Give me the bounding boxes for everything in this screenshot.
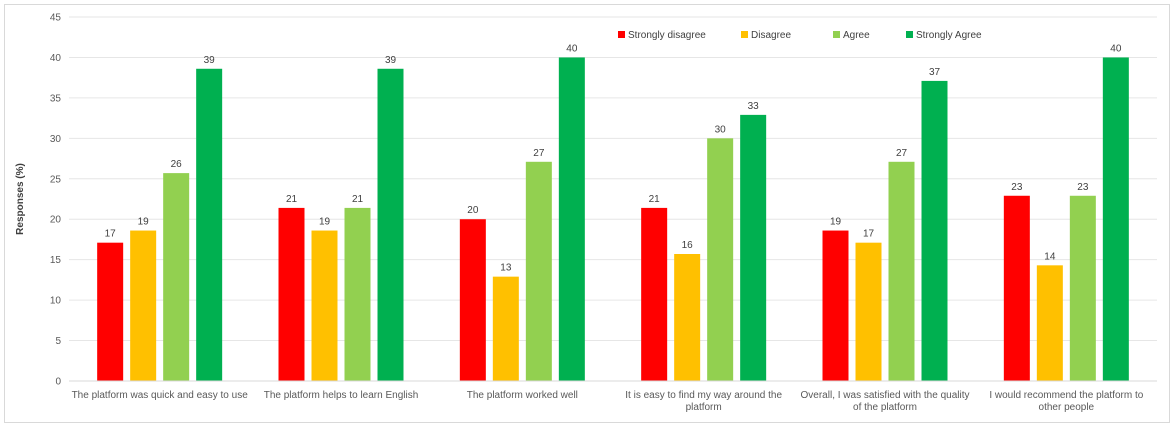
- data-label: 39: [204, 55, 216, 66]
- bar-strongly-disagree: [641, 207, 668, 381]
- data-label: 26: [171, 159, 183, 170]
- x-category-label: Overall, I was satisfied with the qualit…: [801, 390, 970, 401]
- y-tick-label: 20: [50, 215, 62, 226]
- bar-strongly-disagree: [278, 207, 305, 381]
- legend-swatch: [906, 31, 913, 38]
- data-label: 19: [138, 217, 150, 228]
- legend-swatch: [741, 31, 748, 38]
- bar-agree: [344, 207, 371, 381]
- bar-disagree: [1036, 265, 1063, 381]
- x-category-label: It is easy to find my way around the: [625, 390, 782, 401]
- data-label: 13: [500, 263, 512, 274]
- data-label: 39: [385, 55, 397, 66]
- y-axis-ticks: 0 5 10 15 20 25 30 35 40 45: [50, 13, 62, 388]
- x-category-label: platform: [686, 402, 722, 413]
- y-tick-label: 25: [50, 174, 62, 185]
- legend-label: Strongly Agree: [916, 30, 982, 41]
- data-label: 21: [352, 194, 364, 205]
- data-label: 23: [1011, 182, 1023, 193]
- bar-disagree: [674, 254, 701, 381]
- bar-strongly-agree: [921, 80, 948, 381]
- bar-strongly-agree: [558, 57, 585, 381]
- data-label: 16: [682, 240, 694, 251]
- data-label: 30: [715, 124, 727, 135]
- bar-strongly-agree: [1102, 57, 1129, 381]
- data-label: 40: [566, 43, 578, 54]
- bar-strongly-agree: [196, 68, 223, 381]
- legend-label: Disagree: [751, 30, 791, 41]
- data-label: 21: [649, 194, 661, 205]
- y-axis-title: Responses (%): [15, 163, 26, 235]
- bar-disagree: [855, 242, 882, 381]
- legend-swatch: [833, 31, 840, 38]
- bar-strongly-disagree: [459, 219, 486, 381]
- y-tick-label: 5: [55, 336, 61, 347]
- data-label: 19: [830, 217, 842, 228]
- x-axis-categories: The platform was quick and easy to use Th…: [72, 390, 1144, 413]
- bar-agree: [888, 161, 915, 381]
- chart-container: 0 5 10 15 20 25 30 35 40 45 17 19 26 39 21 19 21 39 20 13 2…: [4, 4, 1170, 423]
- bar-strongly-disagree: [97, 242, 124, 381]
- bar-chart: 0 5 10 15 20 25 30 35 40 45 17 19 26 39 21 19 21 39 20 13 2…: [15, 13, 1157, 413]
- legend-swatch: [618, 31, 625, 38]
- y-tick-label: 35: [50, 93, 62, 104]
- data-label: 21: [286, 194, 298, 205]
- data-label: 37: [929, 67, 941, 78]
- bar-disagree: [311, 230, 338, 381]
- bars: [97, 57, 1129, 382]
- data-label: 23: [1077, 182, 1089, 193]
- legend-label: Agree: [843, 30, 870, 41]
- data-label: 27: [896, 148, 908, 159]
- y-tick-label: 30: [50, 134, 62, 145]
- bar-strongly-agree: [740, 114, 767, 382]
- bar-disagree: [492, 276, 519, 381]
- data-label: 17: [863, 229, 875, 240]
- bar-strongly-disagree: [822, 230, 849, 381]
- x-category-label: of the platform: [853, 402, 917, 413]
- data-label: 20: [467, 205, 479, 216]
- data-label: 19: [319, 217, 331, 228]
- data-label: 17: [105, 229, 117, 240]
- y-tick-label: 0: [55, 377, 61, 388]
- y-tick-label: 10: [50, 296, 62, 307]
- bar-strongly-disagree: [1003, 195, 1030, 381]
- x-category-label: The platform helps to learn English: [264, 390, 419, 401]
- x-category-label: The platform worked well: [467, 390, 578, 401]
- y-tick-label: 45: [50, 13, 62, 24]
- data-labels: 17 19 26 39 21 19 21 39 20 13 27 40 21 16 30 33 19 17 27 37…: [105, 43, 1122, 273]
- bar-strongly-agree: [377, 68, 404, 381]
- bar-agree: [163, 173, 190, 381]
- bar-agree: [525, 161, 552, 381]
- x-category-label: other people: [1039, 402, 1095, 413]
- bar-agree: [1069, 195, 1096, 381]
- data-label: 40: [1110, 43, 1122, 54]
- data-label: 33: [748, 101, 760, 112]
- legend: Strongly disagree Disagree Agree Strongly A…: [618, 30, 982, 41]
- gridlines: [69, 16, 1157, 342]
- y-tick-label: 15: [50, 255, 62, 266]
- bar-agree: [707, 138, 734, 381]
- x-category-label: I would recommend the platform to: [989, 390, 1143, 401]
- x-category-label: The platform was quick and easy to use: [72, 390, 249, 401]
- y-tick-label: 40: [50, 53, 62, 64]
- data-label: 14: [1044, 251, 1056, 262]
- bar-disagree: [130, 230, 157, 381]
- legend-label: Strongly disagree: [628, 30, 706, 41]
- data-label: 27: [533, 148, 545, 159]
